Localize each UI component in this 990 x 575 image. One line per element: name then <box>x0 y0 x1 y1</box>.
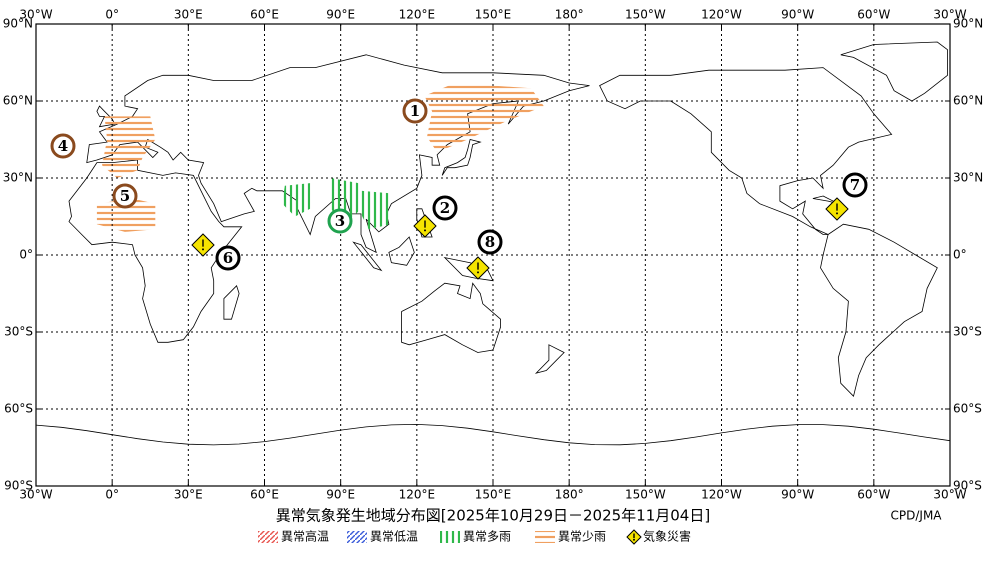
coastline <box>401 282 501 353</box>
lon-label: 30°W <box>933 488 966 502</box>
lat-label: 60°S <box>953 402 982 416</box>
legend-swatch <box>347 531 367 543</box>
event-circle <box>112 183 138 209</box>
lat-label: 30°S <box>953 325 982 339</box>
anomaly-area <box>96 198 156 232</box>
coastline <box>68 159 243 343</box>
legend-label: 異常高温 <box>281 529 329 544</box>
coastline <box>352 241 383 272</box>
lon-label: 60°W <box>857 488 890 502</box>
coastline <box>820 223 938 397</box>
lon-label: 60°E <box>250 488 279 502</box>
lon-label: 0° <box>105 8 119 22</box>
lat-label: 30°N <box>953 171 983 185</box>
disaster-mark <box>202 248 204 251</box>
coastline <box>441 139 482 176</box>
lon-label: 120°W <box>701 488 742 502</box>
coastline <box>416 208 433 238</box>
lon-label: 90°W <box>781 8 814 22</box>
lat-label: 90°S <box>4 479 33 493</box>
lon-label: 90°E <box>326 488 355 502</box>
event-number: 1 <box>410 102 420 120</box>
event-circle <box>477 229 503 255</box>
map-title: 異常気象発生地域分布図[2025年10月29日－2025年11月04日] <box>276 507 710 525</box>
coastlines <box>36 41 950 446</box>
disaster-mark <box>477 271 479 274</box>
anomaly-area <box>361 190 392 230</box>
anomaly-area <box>424 83 544 153</box>
event-circle <box>215 245 241 271</box>
lat-label: 90°N <box>953 17 983 31</box>
lat-label: 90°N <box>3 17 33 31</box>
event-circle <box>50 133 76 159</box>
lon-label: 150°E <box>475 488 512 502</box>
coastline <box>388 236 415 266</box>
lat-label: 60°N <box>953 94 983 108</box>
legend-swatch <box>258 531 278 543</box>
disaster-mark <box>424 229 426 232</box>
lon-label: 60°E <box>250 8 279 22</box>
event-markers: 1 2 3 4 5 6 7 8 <box>50 98 868 280</box>
event-circle <box>842 172 868 198</box>
lon-label: 120°E <box>399 8 436 22</box>
anomaly-area <box>102 116 156 178</box>
graticule: 30°W30°W0°0°30°E30°E60°E60°E90°E90°E120°… <box>3 8 984 502</box>
lon-label: 180° <box>555 8 584 22</box>
lon-label: 30°E <box>174 8 203 22</box>
lon-label: 150°W <box>625 8 666 22</box>
lon-label: 150°E <box>475 8 512 22</box>
event-number: 4 <box>58 137 68 155</box>
lat-label: 30°S <box>4 325 33 339</box>
legend-swatch <box>535 531 555 543</box>
legend: 異常高温 異常低温 異常多雨 異常少雨 気象災害 <box>258 529 691 545</box>
event-number: 6 <box>223 249 233 267</box>
anomaly-area <box>282 183 311 217</box>
lon-label: 120°E <box>399 488 436 502</box>
lat-label: 90°S <box>953 479 982 493</box>
event-number: 7 <box>850 176 860 194</box>
event-number: 3 <box>335 212 345 230</box>
coastline <box>223 285 240 320</box>
legend-label: 気象災害 <box>643 529 691 544</box>
disaster-mark <box>836 212 838 215</box>
lon-label: 60°W <box>857 8 890 22</box>
lon-label: 180° <box>555 488 584 502</box>
legend-label: 異常多雨 <box>463 530 511 544</box>
map-frame <box>35 23 951 487</box>
event-number: 2 <box>440 199 450 217</box>
lon-label: 30°W <box>933 8 966 22</box>
legend-label: 異常低温 <box>370 530 418 544</box>
lat-label: 60°N <box>3 94 33 108</box>
event-circle <box>327 208 353 234</box>
lon-label: 90°W <box>781 488 814 502</box>
disaster-mark <box>633 538 635 541</box>
legend-label: 異常少雨 <box>558 530 606 544</box>
lat-label: 60°S <box>4 402 33 416</box>
lon-label: 90°E <box>326 8 355 22</box>
lon-label: 30°E <box>174 488 203 502</box>
lon-label: 120°W <box>701 8 742 22</box>
event-circle <box>432 195 458 221</box>
lat-label: 0° <box>953 248 967 262</box>
event-number: 8 <box>485 233 495 251</box>
lat-label: 30°N <box>3 171 33 185</box>
coastline <box>599 67 893 235</box>
lon-label: 30°W <box>19 488 52 502</box>
credit: CPD/JMA <box>891 509 943 523</box>
event-number: 5 <box>120 187 130 205</box>
anomaly-areas <box>96 83 544 232</box>
lon-label: 30°W <box>19 8 52 22</box>
event-circle <box>402 98 428 124</box>
coastline <box>534 344 565 374</box>
lon-label: 0° <box>105 488 119 502</box>
lat-label: 0° <box>19 248 33 262</box>
lon-label: 150°W <box>625 488 666 502</box>
legend-swatch <box>440 531 460 543</box>
coastline <box>840 41 948 102</box>
